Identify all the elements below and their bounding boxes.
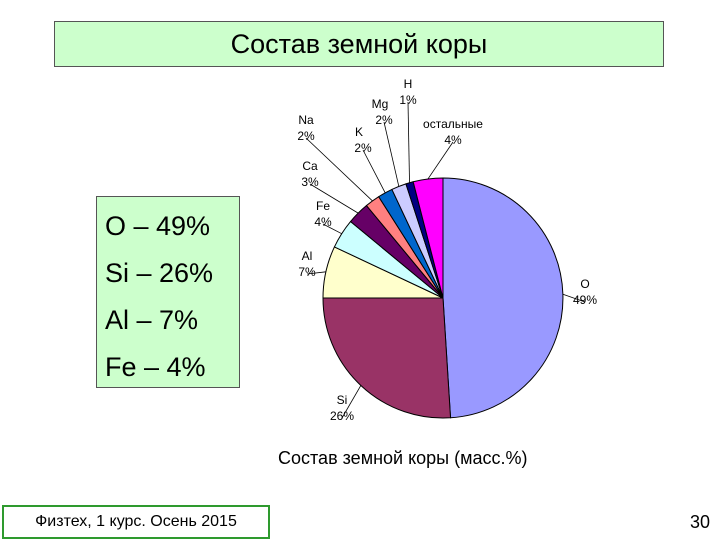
pie-leader-line	[306, 271, 326, 275]
pie-leader-line	[407, 101, 410, 183]
pie-label-name: H	[404, 77, 413, 91]
pie-leader-line	[322, 223, 342, 235]
pie-label-percent: 4%	[314, 215, 332, 229]
pie-label-percent: 2%	[297, 129, 315, 143]
page-number: 30	[689, 512, 710, 532]
pie-label-percent: 1%	[399, 93, 417, 107]
pie-label-percent: 7%	[298, 265, 316, 279]
slide-title: Состав земной коры	[54, 21, 664, 67]
pie-label-percent: 2%	[354, 141, 372, 155]
pie-leader-line	[341, 385, 362, 419]
pie-label-percent: 49%	[573, 293, 597, 307]
pie-slice-1	[442, 177, 564, 419]
pie-leader-line	[309, 183, 359, 214]
pie-label-name: Al	[302, 249, 313, 263]
pie-leader-line	[427, 141, 454, 180]
pie-label-percent: 2%	[375, 113, 393, 127]
footer-course: Физтех, 1 курс. Осень 2015	[2, 505, 270, 539]
pie-slice-2	[322, 297, 452, 419]
pie-label-name: Si	[337, 393, 348, 407]
pie-label-name: O	[580, 277, 589, 291]
summary-item-fe: Fe – 4%	[105, 352, 206, 382]
pie-leader-line	[562, 293, 586, 303]
pie-label-name: Ca	[302, 159, 318, 173]
pie-label-name: Mg	[372, 97, 389, 111]
pie-leader-line	[383, 121, 400, 187]
pie-label-name: Fe	[316, 199, 330, 213]
pie-label-percent: 26%	[330, 409, 354, 423]
summary-item-al: Al – 7%	[105, 305, 199, 335]
chart-caption: Состав земной коры (масс.%)	[278, 448, 528, 468]
pie-label-name: остальные	[423, 117, 483, 131]
composition-summary: O – 49% Si – 26% Al – 7% Fe – 4%	[96, 196, 240, 388]
summary-item-si: Si – 26%	[105, 258, 214, 288]
pie-label-name: Na	[298, 113, 314, 127]
pie-label-percent: 4%	[444, 133, 462, 147]
pie-label-percent: 3%	[301, 175, 319, 189]
pie-label-name: K	[355, 125, 363, 139]
pie-leader-line	[305, 137, 373, 202]
pie-leader-line	[362, 149, 386, 194]
summary-item-o: O – 49%	[105, 211, 211, 241]
